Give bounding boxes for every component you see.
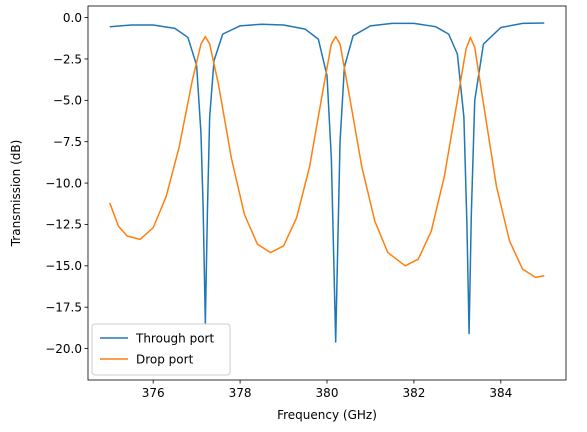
y-tick-label: −20.0 [45,342,82,356]
y-tick-label: −10.0 [45,176,82,190]
x-tick-label: 378 [229,386,252,400]
x-tick-label: 384 [489,386,512,400]
series-layer [109,22,545,343]
y-tick-label: −5.0 [53,94,82,108]
series-line-through-port [109,22,545,343]
legend-label: Through port [135,331,214,345]
legend: Through port Drop port [91,323,231,376]
y-tick-label: 0.0 [63,11,82,25]
y-axis: 0.0 −2.5 −5.0 −7.5 −10.0 −12.5 −15.0 −17.5 −20.0 [45,11,88,356]
x-tick-label: 380 [316,386,339,400]
legend-box [91,323,231,376]
x-tick-label: 382 [402,386,425,400]
x-axis: 376 378 380 382 384 [142,380,512,400]
x-tick-label: 376 [142,386,165,400]
y-axis-title: Transmission (dB) [9,140,23,248]
series-line-drop-port [109,35,545,279]
y-tick-label: −2.5 [53,52,82,66]
x-axis-title: Frequency (GHz) [277,408,377,422]
y-tick-label: −17.5 [45,300,82,314]
legend-label: Drop port [136,352,194,366]
y-tick-label: −7.5 [53,135,82,149]
y-tick-label: −15.0 [45,259,82,273]
y-tick-label: −12.5 [45,218,82,232]
